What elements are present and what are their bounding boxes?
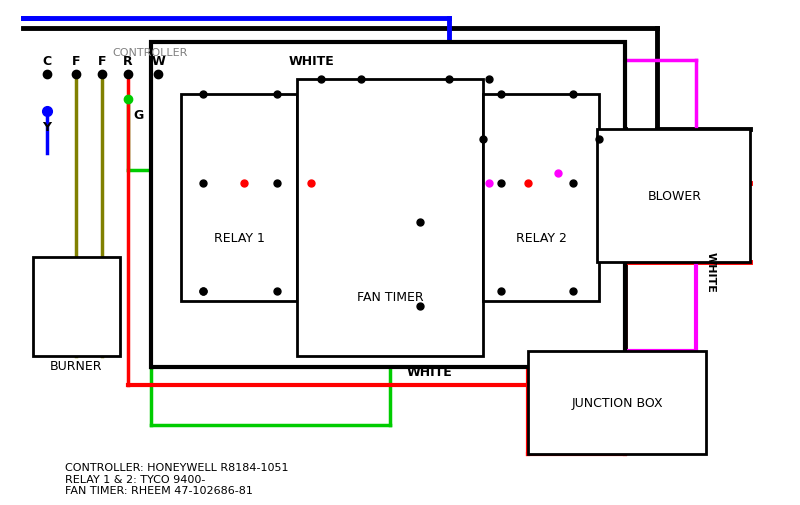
- Text: WHITE: WHITE: [288, 56, 334, 68]
- Text: RELAY 1: RELAY 1: [214, 231, 265, 244]
- Bar: [598, 129, 750, 263]
- Text: Y: Y: [42, 121, 51, 134]
- Text: F: F: [72, 55, 81, 68]
- Text: F: F: [98, 55, 106, 68]
- Text: BLOWER: BLOWER: [647, 190, 702, 203]
- Text: CONTROLLER: HONEYWELL R8184-1051
RELAY 1 & 2: TYCO 9400-
FAN TIMER: RHEEM 47-102: CONTROLLER: HONEYWELL R8184-1051 RELAY 1…: [65, 462, 288, 495]
- Text: WHITE: WHITE: [406, 366, 453, 379]
- Text: R: R: [123, 55, 133, 68]
- Text: FAN TIMER: FAN TIMER: [357, 290, 423, 304]
- Text: C: C: [42, 55, 51, 68]
- Text: WHITE: WHITE: [706, 252, 716, 292]
- Bar: [298, 80, 483, 356]
- Text: W: W: [151, 55, 165, 68]
- Text: CONTROLLER: CONTROLLER: [112, 47, 187, 58]
- Text: RELAY 2: RELAY 2: [516, 231, 566, 244]
- Text: G: G: [134, 109, 144, 122]
- Bar: [151, 43, 625, 368]
- Bar: [528, 351, 706, 454]
- Bar: [181, 95, 298, 302]
- Bar: [33, 258, 120, 356]
- Text: JUNCTION BOX: JUNCTION BOX: [571, 397, 663, 410]
- Text: BURNER: BURNER: [50, 359, 102, 372]
- Bar: [483, 95, 599, 302]
